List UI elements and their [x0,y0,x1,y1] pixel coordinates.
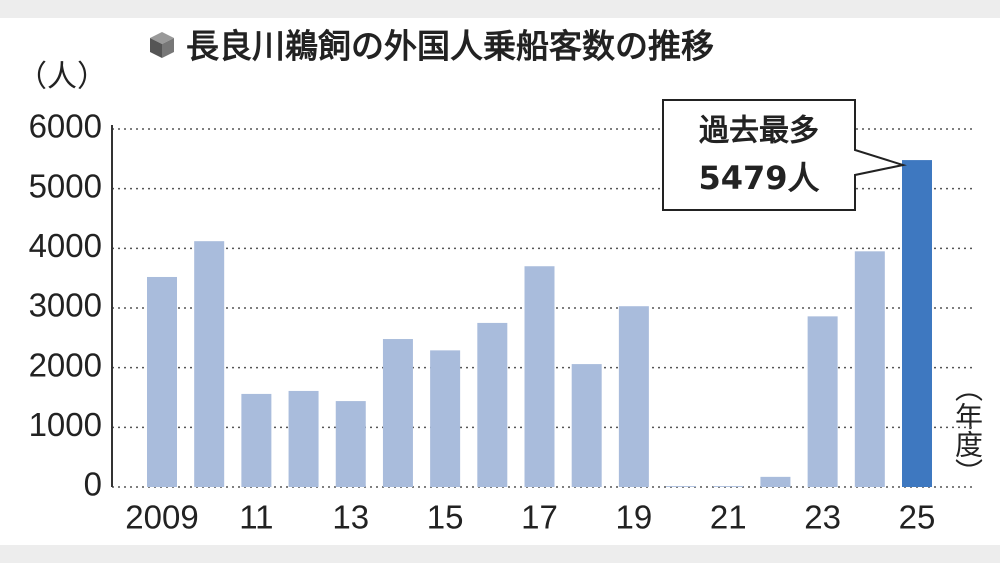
annotation-box [662,99,907,211]
y-tick-label: 3000 [29,287,102,324]
bar [335,401,366,487]
y-tick-label: 4000 [29,227,102,264]
title-icon [150,32,174,58]
x-tick-label: 17 [521,499,558,536]
bar [382,339,413,487]
x-axis-label: （年度） [951,374,984,486]
y-tick-label: 5000 [29,167,102,204]
y-axis-label: （人） [17,60,107,95]
top-strip [0,0,1000,18]
bottom-strip [0,545,1000,563]
x-tick-label: 21 [710,499,747,536]
bar [241,393,272,487]
x-tick-label: 13 [332,499,369,536]
bar [902,160,932,487]
bar [618,306,649,487]
y-tick-label: 6000 [29,108,102,145]
annotation-text: 5479人 [698,159,819,197]
bar [147,276,177,487]
annotation-text: 過去最多 [699,114,819,149]
x-tick-label: 19 [616,499,653,536]
bar [854,251,885,487]
chart-title: 長良川鵜飼の外国人乗船客数の推移 [186,27,714,66]
x-tick-label: 25 [899,499,936,536]
bar [524,266,555,487]
x-tick-label: 2009 [125,499,198,536]
bar [666,486,697,487]
bar [194,241,225,487]
bar [430,350,461,487]
y-tick-label: 2000 [29,346,102,383]
x-tick-label: 11 [239,499,273,536]
x-tick-label: 23 [804,499,841,536]
bar [571,364,602,487]
plot: 0 1000 2000 3000 4000 5000 6000 2009 11 13 15 17 19 2… [29,108,975,536]
bar [713,486,744,487]
y-tick-label: 0 [84,466,102,503]
bar [477,322,508,487]
bar [807,316,838,487]
x-tick-label: 15 [427,499,464,536]
bar [288,390,319,487]
annotation: 過去最多 5479人 [662,99,907,211]
y-tick-label: 1000 [29,406,102,443]
bar [760,476,791,487]
